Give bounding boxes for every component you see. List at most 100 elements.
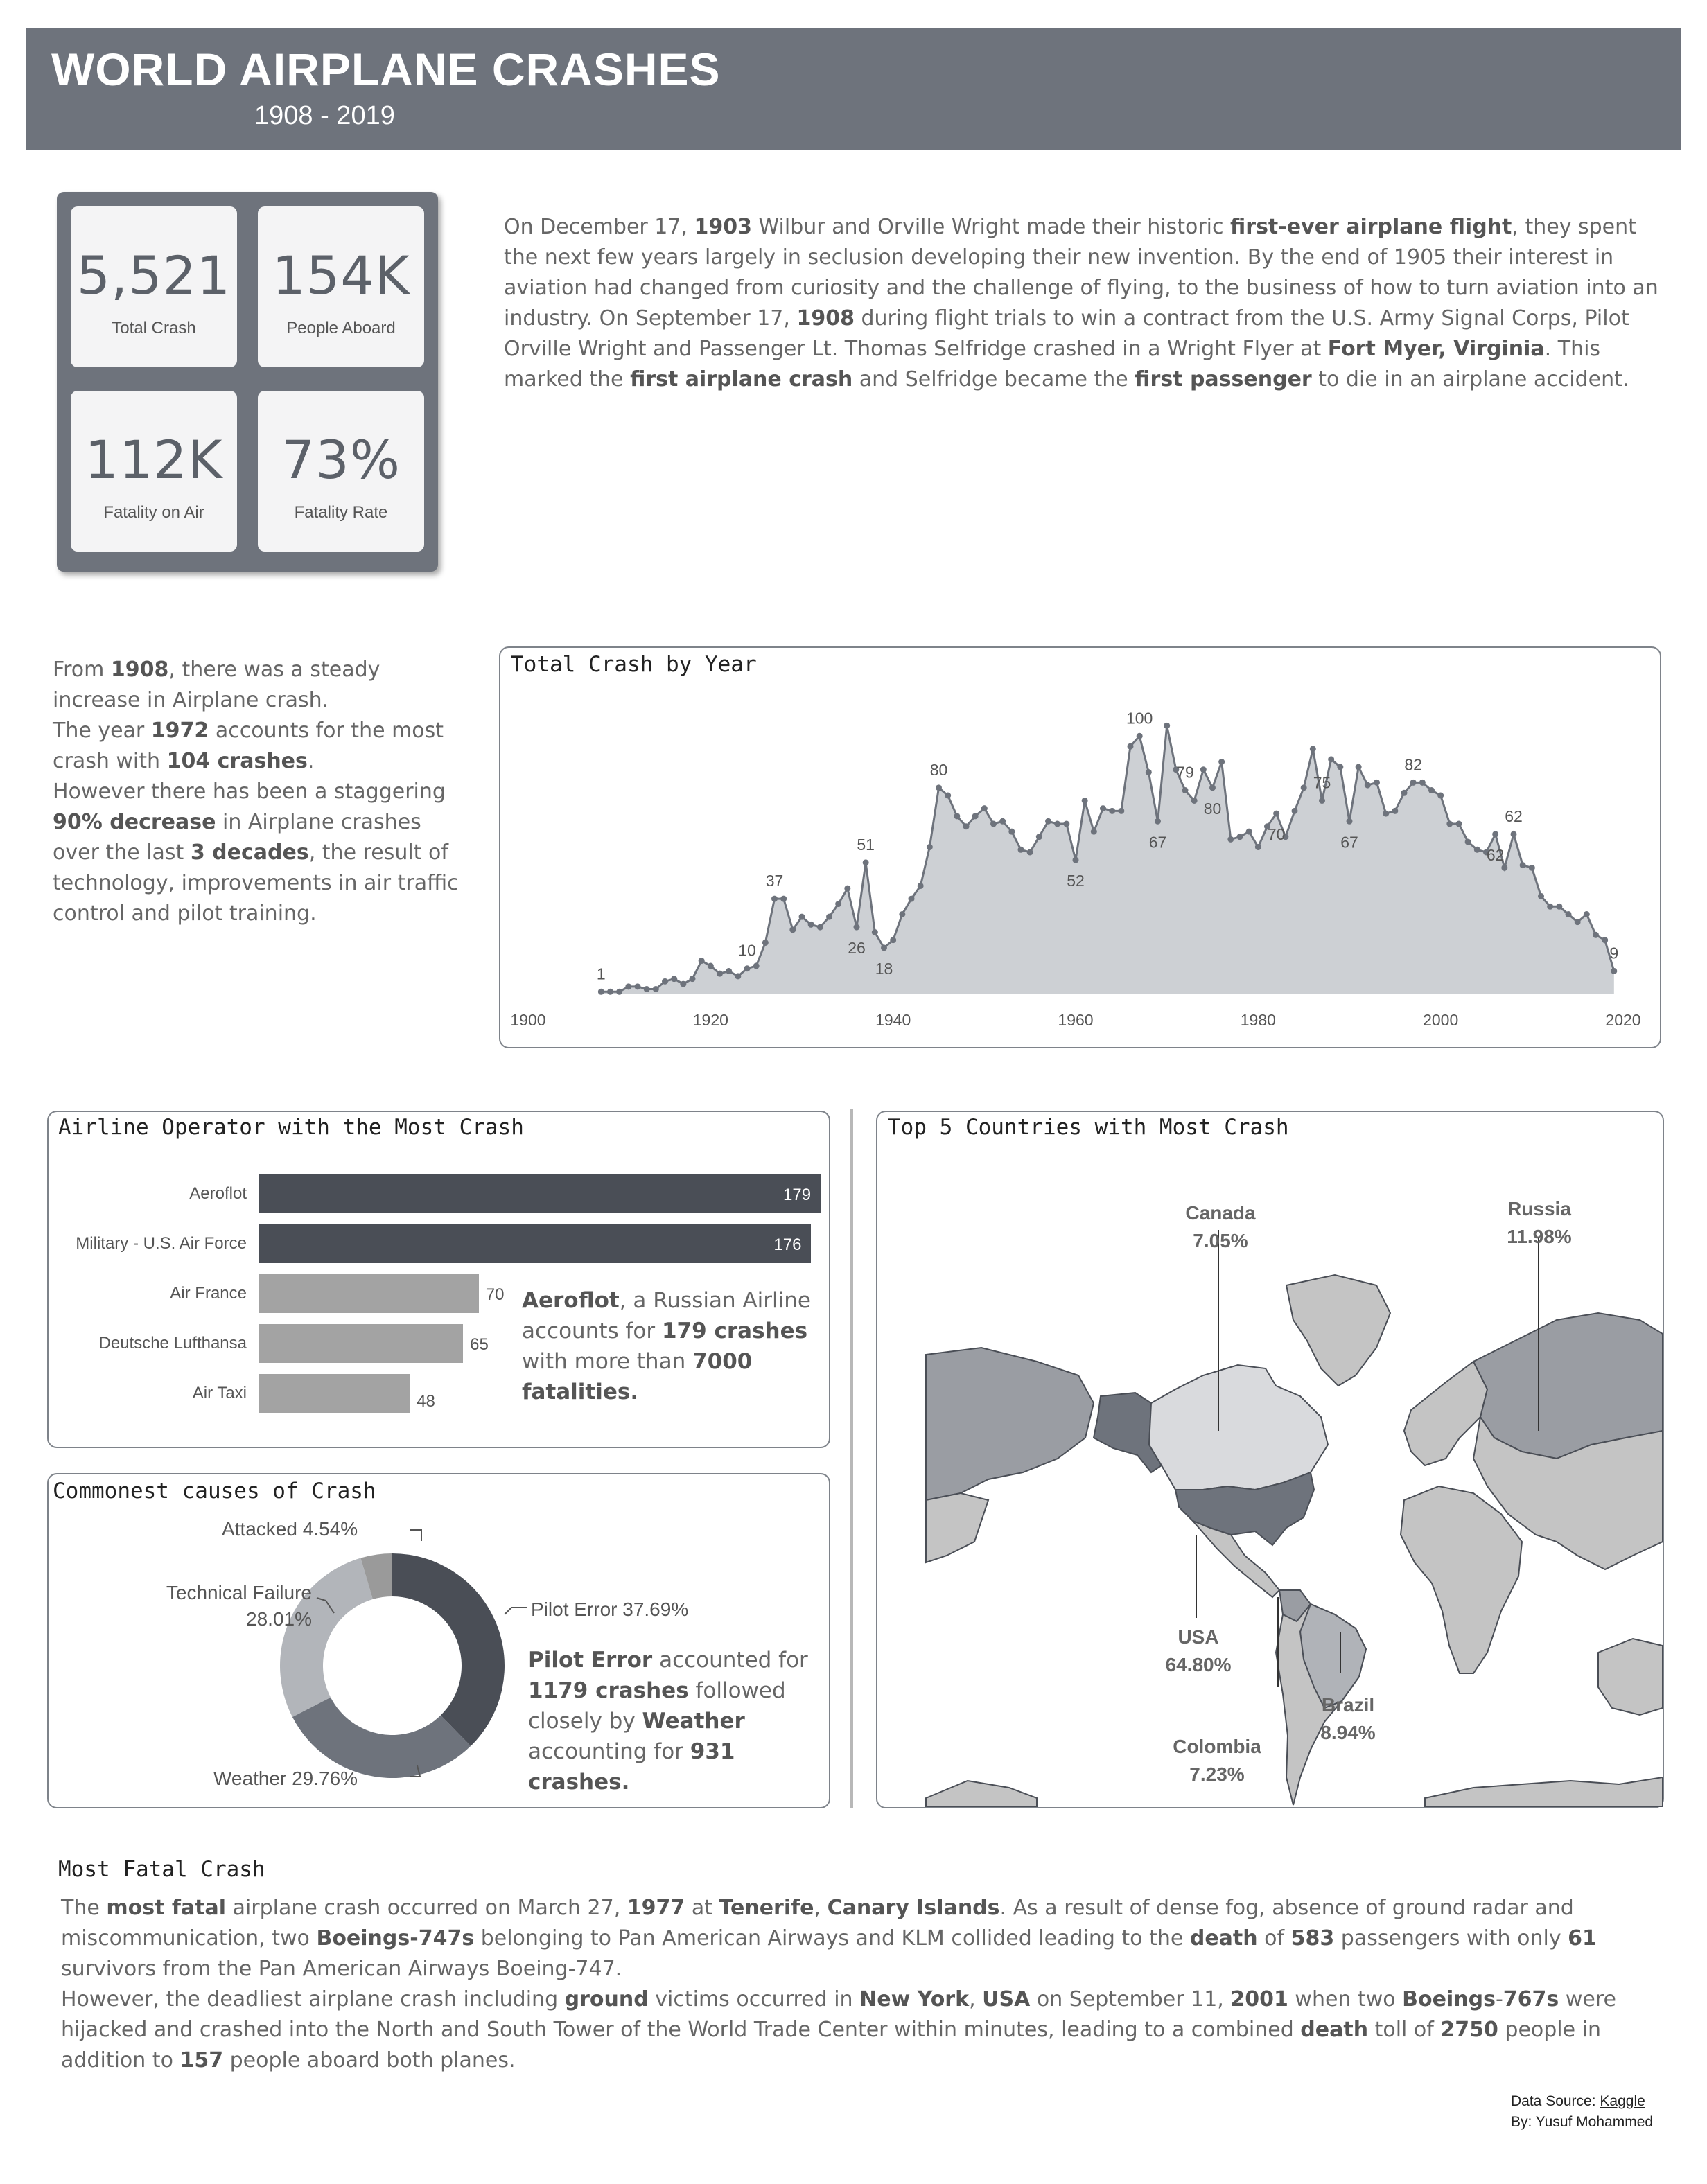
data-label: 1: [597, 965, 606, 983]
data-point: [1072, 856, 1079, 863]
data-point: [1017, 846, 1024, 853]
data-point: [1145, 768, 1152, 775]
data-point: [954, 813, 961, 820]
data-point: [890, 937, 897, 944]
crash-by-year-chart: 1900 1920 1940 1960 1980 2000 2020 1 37 10 26 51 18 8…: [510, 709, 1640, 1029]
data-point: [789, 926, 796, 933]
data-point: [1127, 743, 1134, 750]
airline-operator-panel: Airline Operator with the Most Crash Aer…: [47, 1111, 830, 1448]
bar-category-label: Air Taxi: [192, 1384, 247, 1402]
data-point: [1264, 823, 1270, 830]
map-title: Top 5 Countries with Most Crash: [888, 1115, 1289, 1140]
kaggle-link[interactable]: Kaggle: [1600, 2093, 1645, 2109]
data-label: 62: [1487, 846, 1505, 864]
x-tick-label: 1940: [875, 1011, 911, 1029]
data-label: 80: [930, 761, 948, 779]
data-point: [1209, 784, 1216, 791]
alaska-shape: [1092, 1391, 1163, 1474]
data-point: [1227, 836, 1234, 843]
bar-value-label: 65: [470, 1335, 489, 1354]
data-point: [1446, 820, 1453, 827]
data-point: [1602, 937, 1609, 944]
data-point: [726, 967, 733, 974]
data-point: [1401, 789, 1408, 796]
page-title: WORLD AIRPLANE CRASHES: [51, 44, 721, 95]
data-point: [680, 980, 687, 987]
data-point: [1200, 766, 1207, 773]
data-point: [1054, 820, 1061, 827]
data-point: [689, 976, 696, 983]
data-point: [1519, 862, 1526, 869]
data-point: [1574, 919, 1581, 926]
data-point: [625, 983, 632, 990]
data-point: [990, 820, 997, 827]
x-tick-label: 1920: [693, 1011, 728, 1029]
data-label: 62: [1505, 807, 1523, 825]
data-point: [1282, 834, 1289, 840]
data-point: [1254, 844, 1261, 851]
data-label: 67: [1149, 833, 1167, 851]
x-tick-label: 1960: [1058, 1011, 1093, 1029]
data-point: [1273, 810, 1280, 817]
data-label: 100: [1126, 709, 1153, 727]
asia-east-shape: [925, 1492, 990, 1564]
kpi-label: Fatality Rate: [294, 503, 388, 522]
data-point: [908, 895, 915, 902]
data-point: [1090, 828, 1097, 835]
countries-map-panel: Top 5 Countries with Most Crash: [876, 1111, 1664, 1808]
data-point: [1300, 784, 1307, 791]
x-tick-label: 2000: [1423, 1011, 1458, 1029]
label-weather: Weather 29.76%: [213, 1768, 358, 1789]
data-point: [1136, 732, 1143, 739]
data-point: [1063, 820, 1070, 827]
label-pilot-error: Pilot Error 37.69%: [531, 1599, 689, 1620]
kpi-card-fatality-rate: 73% Fatality Rate: [258, 391, 424, 552]
data-point: [881, 944, 887, 951]
label-attacked: Attacked 4.54%: [222, 1518, 358, 1540]
series-line: [601, 725, 1616, 993]
bar-value-label: 70: [485, 1285, 505, 1304]
data-point: [1291, 807, 1298, 814]
data-point: [652, 986, 659, 993]
data-point: [1346, 818, 1353, 825]
data-point: [798, 913, 805, 920]
data-point: [835, 901, 842, 908]
data-point: [1428, 787, 1435, 794]
airline-note: Aeroflot, a Russian Airline accounts for…: [522, 1288, 811, 1404]
data-point: [735, 973, 742, 980]
data-point: [1464, 838, 1471, 845]
bar-category-label: Military - U.S. Air Force: [76, 1234, 247, 1253]
data-point: [643, 986, 650, 993]
europe-shape: [1403, 1360, 1489, 1467]
donut-slice: [280, 1558, 373, 1717]
data-label: 51: [857, 836, 875, 854]
data-point: [1337, 764, 1344, 770]
data-label: 79: [1176, 764, 1194, 782]
data-point: [945, 792, 952, 799]
donut-slice: [392, 1553, 505, 1746]
map-label-brazil: Brazil 8.94%: [1320, 1694, 1376, 1743]
x-tick-label: 1980: [1241, 1011, 1276, 1029]
data-point: [1035, 834, 1042, 840]
data-point: [899, 910, 906, 917]
antarctica-shape-east: [1424, 1776, 1663, 1807]
data-point: [762, 939, 769, 946]
data-point: [926, 844, 933, 851]
data-point: [1081, 797, 1088, 804]
chart-title: Commonest causes of Crash: [53, 1479, 376, 1504]
bar: [259, 1324, 464, 1363]
map-label-canada: Canada 7.05%: [1185, 1202, 1256, 1251]
data-point: [1045, 818, 1051, 825]
data-point: [816, 924, 823, 931]
data-point: [1583, 910, 1590, 917]
kpi-card-people-aboard: 154K People Aboard: [258, 206, 424, 367]
donut-slice: [360, 1553, 392, 1600]
data-point: [671, 976, 678, 983]
kpi-label: People Aboard: [286, 319, 396, 337]
footer-credits: Data Source: Kaggle By: Yusuf Mohammed: [1511, 2093, 1654, 2130]
data-point: [1191, 797, 1198, 804]
data-point: [1374, 779, 1380, 786]
data-point: [753, 962, 760, 969]
data-point: [607, 988, 613, 995]
bar-category-label: Aeroflot: [189, 1184, 247, 1203]
